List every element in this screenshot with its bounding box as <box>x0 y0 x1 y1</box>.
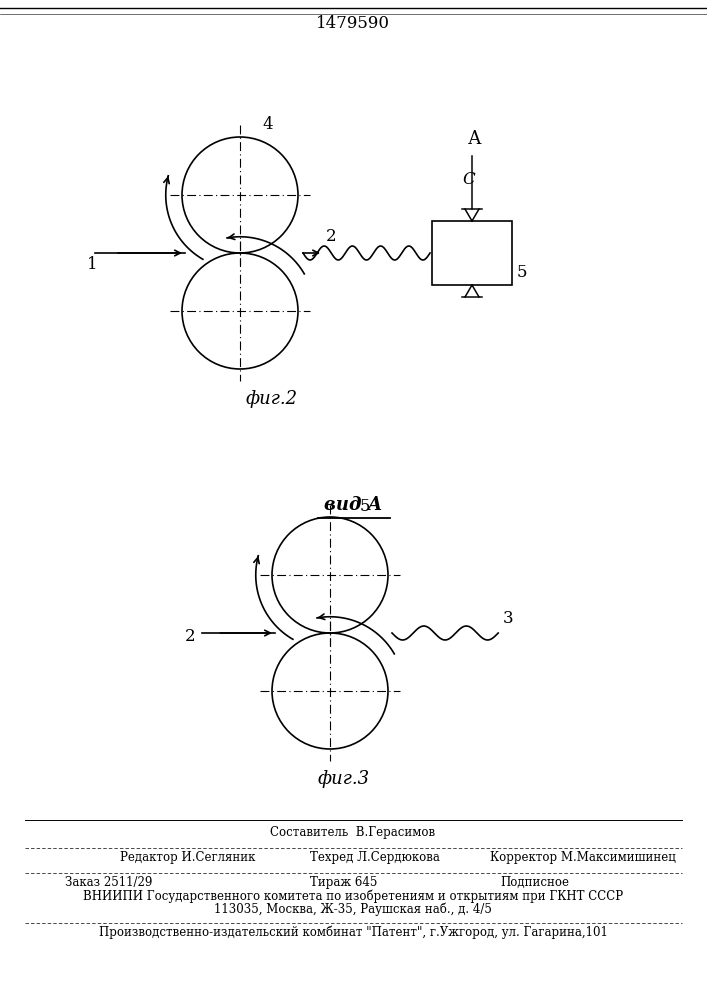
Text: 4: 4 <box>262 116 273 133</box>
Text: 1479590: 1479590 <box>316 15 390 32</box>
Text: вид А: вид А <box>324 496 382 514</box>
Bar <box>432 221 512 285</box>
Text: 1: 1 <box>87 256 98 273</box>
Text: Подписное: Подписное <box>500 876 569 889</box>
Text: Заказ 2511/29: Заказ 2511/29 <box>65 876 153 889</box>
Text: Редактор И.Сегляник: Редактор И.Сегляник <box>120 851 255 864</box>
Text: фиг.3: фиг.3 <box>318 770 370 788</box>
Text: А: А <box>468 130 481 148</box>
Text: 2: 2 <box>326 228 337 245</box>
Text: ВНИИПИ Государственного комитета по изобретениям и открытиям при ГКНТ СССР: ВНИИПИ Государственного комитета по изоб… <box>83 890 623 903</box>
Text: 3: 3 <box>503 610 514 627</box>
Text: Составитель  В.Герасимов: Составитель В.Герасимов <box>271 826 436 839</box>
Text: 5: 5 <box>360 498 370 515</box>
Text: 2: 2 <box>185 628 195 645</box>
Text: Корректор М.Максимишинец: Корректор М.Максимишинец <box>490 851 676 864</box>
Text: 5: 5 <box>517 264 527 281</box>
Text: Производственно-издательский комбинат "Патент", г.Ужгород, ул. Гагарина,101: Производственно-издательский комбинат "П… <box>98 926 607 939</box>
Text: Техред Л.Сердюкова: Техред Л.Сердюкова <box>310 851 440 864</box>
Text: С: С <box>462 171 474 188</box>
Text: фиг.2: фиг.2 <box>245 390 297 408</box>
Text: 113035, Москва, Ж-35, Раушская наб., д. 4/5: 113035, Москва, Ж-35, Раушская наб., д. … <box>214 902 492 916</box>
Text: Тираж 645: Тираж 645 <box>310 876 378 889</box>
